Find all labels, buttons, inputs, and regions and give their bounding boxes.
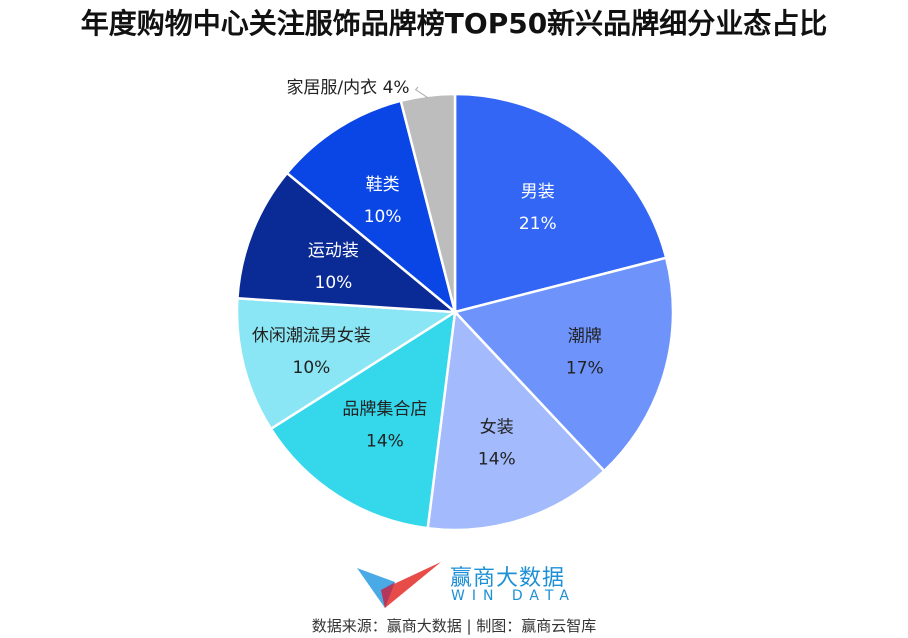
slice-label-pct: 10% (293, 358, 331, 378)
slice-label-name: 鞋类 (366, 175, 400, 195)
slice-label-pct: 14% (366, 431, 404, 451)
pie-slice (269, 309, 457, 530)
slice-label-name: 男装 (521, 182, 555, 202)
slice-label: 家居服/内衣 4% (286, 78, 409, 98)
pie-slice (426, 309, 606, 532)
slice-label-pct: 10% (364, 207, 402, 227)
pie-slice (235, 296, 459, 431)
slice-label-name: 品牌集合店 (342, 399, 427, 419)
logo-mark-icon (357, 562, 441, 608)
slice-label-name: 女装 (480, 418, 514, 438)
win-data-logo: 赢商大数据 WIN DATA (355, 560, 569, 610)
data-source-footer: 数据来源：赢商大数据 | 制图：赢商云智库 (311, 617, 597, 635)
slice-label-name: 潮牌 (568, 327, 602, 347)
pie-slice (399, 92, 457, 313)
slice-label-pct: 10% (315, 273, 353, 293)
pie-slice (452, 256, 675, 473)
pie-slice (236, 171, 459, 314)
pie-slice (453, 92, 668, 314)
pie-slice (285, 99, 458, 316)
slice-label-name: 休闲潮流男女装 (252, 326, 371, 346)
chart-title: 年度购物中心关注服饰品牌榜TOP50新兴品牌细分业态占比 (80, 7, 828, 40)
leader-line (414, 86, 428, 99)
slice-label-name: 运动装 (308, 241, 359, 261)
logo-name-en: WIN DATA (451, 588, 576, 604)
logo-name-cn: 赢商大数据 (450, 566, 566, 591)
slice-label-pct: 21% (519, 214, 557, 234)
slice-label-pct: 17% (566, 359, 604, 379)
slice-label-pct: 14% (478, 450, 516, 470)
